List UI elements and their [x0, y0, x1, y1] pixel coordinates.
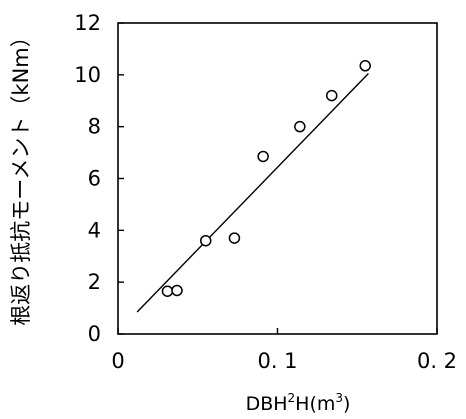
x-axis-ticks: 0 0. 1 0. 2 [111, 328, 457, 373]
x-axis-title-sup1: 2 [288, 391, 296, 405]
y-axis-title: 根返り抵抗モーメント（kNm） [9, 26, 33, 326]
x-tick-label: 0. 2 [417, 349, 457, 373]
data-points-layer [161, 60, 371, 297]
data-point [161, 285, 174, 297]
y-tick-label: 4 [88, 218, 101, 242]
plot-frame [117, 22, 438, 335]
x-axis-title-sup2: 3 [335, 391, 343, 405]
y-tick-label: 10 [74, 63, 101, 87]
x-axis-title-mid: H(m [295, 393, 335, 415]
x-tick-label: 0. 1 [257, 349, 297, 373]
y-tick-label: 6 [88, 167, 101, 191]
y-tick-label: 2 [88, 270, 101, 294]
y-tick-label: 0 [88, 322, 101, 346]
data-point [228, 232, 241, 244]
y-tick-label: 8 [88, 115, 101, 139]
x-axis-title-post: ) [343, 393, 350, 415]
x-tick-label: 0 [111, 349, 124, 373]
x-axis-title: DBH2H(m3) [246, 391, 351, 415]
y-axis-ticks: 0 2 4 6 8 10 12 [74, 11, 124, 346]
y-tick-label: 12 [74, 11, 101, 35]
data-point [171, 284, 183, 297]
x-axis-title-pre: DBH [246, 393, 288, 415]
data-point [294, 120, 306, 133]
data-point [359, 60, 371, 72]
data-point [257, 150, 269, 163]
data-point [199, 234, 212, 247]
data-point [325, 89, 338, 102]
fit-line-layer [136, 73, 369, 313]
regression-line [136, 73, 369, 313]
